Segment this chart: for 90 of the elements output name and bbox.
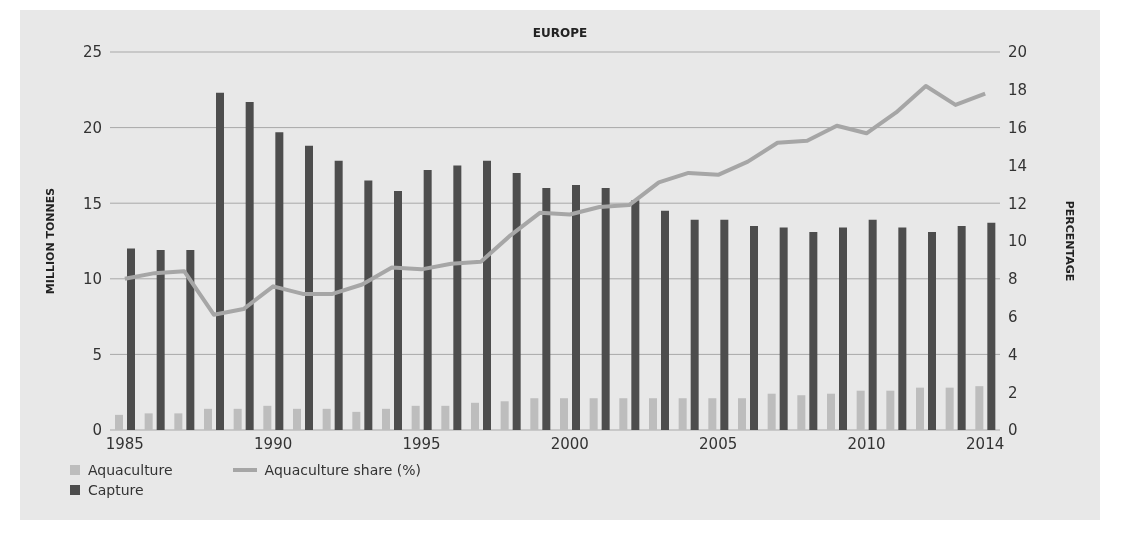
x-tick-label: 2014 — [966, 434, 1005, 453]
legend-label: Aquaculture — [88, 462, 173, 478]
y2-tick-label: 2 — [1008, 383, 1018, 402]
bar — [441, 405, 450, 430]
y-tick-label: 0 — [92, 421, 102, 440]
bar — [957, 225, 966, 430]
bar — [839, 227, 847, 430]
y2-tick-label: 4 — [1008, 345, 1018, 364]
bar — [394, 191, 402, 430]
y2-tick-label: 16 — [1008, 118, 1028, 137]
bar — [649, 398, 657, 430]
y-axis-title: MILLION TONNES — [43, 187, 57, 295]
y2-tick-label: 10 — [1008, 232, 1028, 251]
bar — [797, 395, 806, 430]
bar — [601, 188, 610, 430]
x-tick-label: 1990 — [254, 434, 293, 453]
x-tick-label: 2000 — [550, 434, 589, 453]
y-tick-label: 15 — [82, 194, 102, 213]
bar — [293, 408, 301, 430]
bar — [750, 225, 758, 430]
bar — [560, 398, 568, 430]
bar — [928, 231, 936, 430]
bar — [334, 160, 343, 430]
bar — [263, 405, 272, 430]
bar — [886, 390, 895, 430]
y2-tick-label: 6 — [1008, 307, 1018, 326]
bar — [352, 411, 361, 430]
y2-tick-label: 12 — [1008, 194, 1028, 213]
y2-tick-label: 20 — [1008, 43, 1028, 62]
bar — [661, 210, 669, 430]
bar — [530, 398, 539, 430]
bar — [945, 387, 954, 430]
y-tick-label: 20 — [82, 118, 102, 137]
bar — [898, 227, 907, 430]
bar — [174, 413, 183, 430]
bar — [144, 413, 153, 430]
y-tick-label: 5 — [92, 345, 102, 364]
bar — [364, 180, 373, 430]
y-tick-label: 25 — [82, 43, 102, 62]
bar — [827, 393, 835, 430]
bar — [186, 250, 195, 430]
legend-label: Capture — [88, 482, 144, 498]
bar — [500, 401, 509, 430]
x-tick-label: 2010 — [847, 434, 886, 453]
x-tick-label: 1995 — [402, 434, 441, 453]
legend-label: Aquaculture share (%) — [264, 462, 422, 478]
bar — [868, 219, 877, 430]
bar — [512, 172, 521, 430]
bar — [382, 408, 390, 430]
bar — [809, 231, 818, 430]
x-tick-label: 1985 — [105, 434, 144, 453]
bar — [322, 408, 331, 430]
bar — [678, 398, 687, 430]
bar — [127, 248, 135, 430]
bar — [453, 165, 462, 430]
bar — [589, 398, 598, 430]
bar — [423, 169, 432, 430]
bar — [767, 393, 776, 430]
y2-tick-label: 18 — [1008, 81, 1028, 100]
bar — [233, 408, 242, 430]
bar — [720, 219, 729, 430]
bar — [690, 219, 699, 430]
x-tick-label: 2005 — [699, 434, 738, 453]
bar — [156, 250, 165, 430]
bar — [975, 386, 984, 430]
bar — [708, 398, 717, 430]
bar — [411, 405, 420, 430]
y2-tick-label: 14 — [1008, 156, 1028, 175]
y2-tick-label: 0 — [1008, 421, 1018, 440]
bar — [631, 200, 640, 430]
bar — [779, 227, 788, 430]
bar — [483, 160, 491, 430]
chart-title: EUROPE — [531, 26, 589, 40]
bar — [275, 132, 284, 430]
bar — [916, 387, 924, 430]
bar — [115, 414, 123, 430]
y-tick-label: 10 — [82, 270, 102, 289]
bar — [245, 101, 254, 430]
bar — [216, 92, 224, 430]
bar — [542, 188, 551, 430]
y2-axis-title: PERCENTAGE — [1063, 200, 1077, 282]
bar — [471, 402, 479, 430]
y2-tick-label: 8 — [1008, 270, 1018, 289]
bar — [987, 222, 996, 430]
bar — [619, 398, 628, 430]
bar — [856, 390, 865, 430]
bar — [738, 398, 746, 430]
bar — [204, 408, 212, 430]
bar — [572, 185, 580, 430]
bar — [305, 145, 313, 430]
